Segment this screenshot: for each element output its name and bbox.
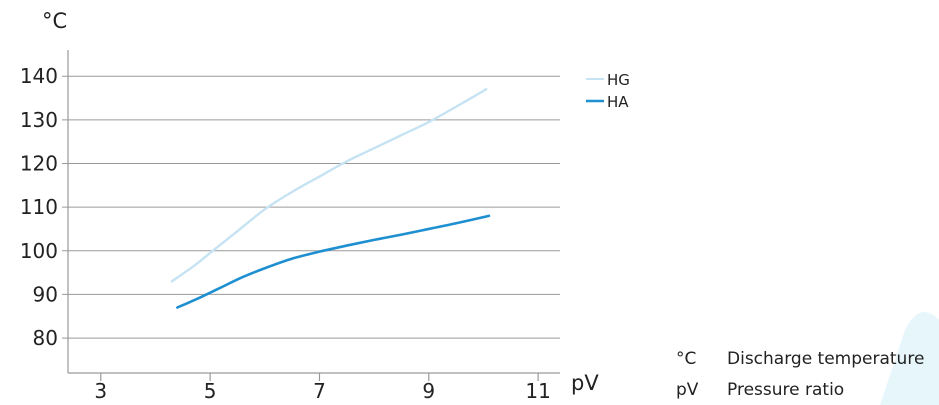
y-tick-label-90: 90 (33, 282, 58, 306)
legend: HG HA (586, 71, 630, 111)
y-tick-label-100: 100 (20, 239, 58, 263)
axes (67, 50, 560, 374)
watermark-swoosh (880, 312, 939, 405)
note-text-pressure-ratio: Pressure ratio (727, 380, 844, 400)
x-tick-label-9: 9 (422, 379, 435, 403)
x-tick-label-7: 7 (313, 379, 326, 403)
y-tick-labels: 80 90 100 110 120 130 140 (20, 64, 58, 350)
y-tick-label-130: 130 (20, 108, 58, 132)
legend-label-hg: HG (607, 71, 630, 89)
y-tick-label-80: 80 (33, 326, 58, 350)
y-axis-unit: °C (42, 9, 67, 33)
x-axis-unit: pV (571, 371, 599, 395)
series-line-hg (170, 88, 488, 283)
y-tick-label-110: 110 (20, 195, 58, 219)
series-lines (170, 88, 491, 309)
abbreviation-notes: °C Discharge temperature pV Pressure rat… (676, 349, 924, 400)
x-tick-label-3: 3 (94, 379, 107, 403)
note-abbr-celsius: °C (676, 349, 696, 369)
gridlines (62, 75, 560, 339)
x-tick-label-5: 5 (204, 379, 217, 403)
y-tick-label-120: 120 (20, 151, 58, 175)
x-tick-label-11: 11 (525, 379, 550, 403)
legend-label-ha: HA (607, 93, 629, 111)
note-text-discharge-temperature: Discharge temperature (727, 349, 924, 369)
series-line-ha (176, 214, 491, 309)
y-tick-label-140: 140 (20, 64, 58, 88)
x-tick-labels: 3 5 7 9 11 (94, 373, 551, 403)
note-abbr-pv: pV (676, 380, 699, 400)
